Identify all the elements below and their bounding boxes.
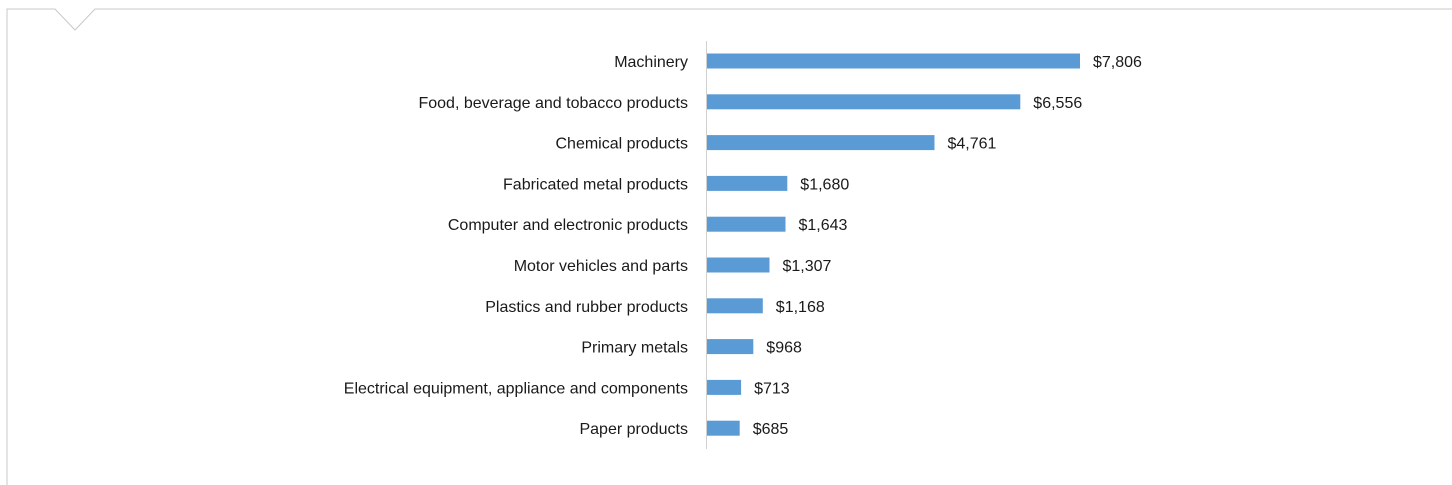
bar bbox=[707, 135, 935, 151]
bar bbox=[707, 298, 763, 314]
frame-border bbox=[6, 8, 1452, 485]
bar bbox=[707, 339, 754, 355]
value-label: $1,680 bbox=[800, 176, 849, 193]
value-label: $4,761 bbox=[948, 136, 997, 153]
bar bbox=[707, 53, 1080, 69]
value-label: $713 bbox=[754, 380, 790, 397]
bar bbox=[707, 420, 740, 436]
value-label: $1,168 bbox=[776, 299, 825, 316]
category-label: Machinery bbox=[614, 54, 688, 71]
value-label: $6,556 bbox=[1033, 95, 1082, 112]
category-labels: Machinery Food, beverage and tobacco prod… bbox=[344, 54, 688, 438]
bar bbox=[707, 379, 742, 395]
category-label: Plastics and rubber products bbox=[485, 299, 688, 316]
value-labels: $7,806 $6,556 $4,761 $1,680 $1,643 $1,307 $1,1… bbox=[753, 54, 1142, 438]
bar bbox=[707, 94, 1021, 110]
category-label: Primary metals bbox=[581, 340, 688, 357]
value-label: $1,643 bbox=[799, 217, 848, 234]
value-label: $685 bbox=[753, 421, 789, 438]
category-label: Fabricated metal products bbox=[503, 176, 688, 193]
category-label: Computer and electronic products bbox=[448, 217, 688, 234]
category-label: Electrical equipment, appliance and comp… bbox=[344, 380, 688, 397]
value-label: $1,307 bbox=[783, 258, 832, 275]
bar bbox=[707, 257, 770, 273]
category-label: Motor vehicles and parts bbox=[514, 258, 688, 275]
category-label: Food, beverage and tobacco products bbox=[418, 95, 688, 112]
value-label: $7,806 bbox=[1093, 54, 1142, 71]
bars-layer bbox=[707, 53, 1080, 436]
bar bbox=[707, 175, 788, 191]
value-label: $968 bbox=[766, 340, 802, 357]
category-label: Chemical products bbox=[556, 136, 689, 153]
bar bbox=[707, 216, 786, 232]
category-label: Paper products bbox=[579, 421, 688, 438]
